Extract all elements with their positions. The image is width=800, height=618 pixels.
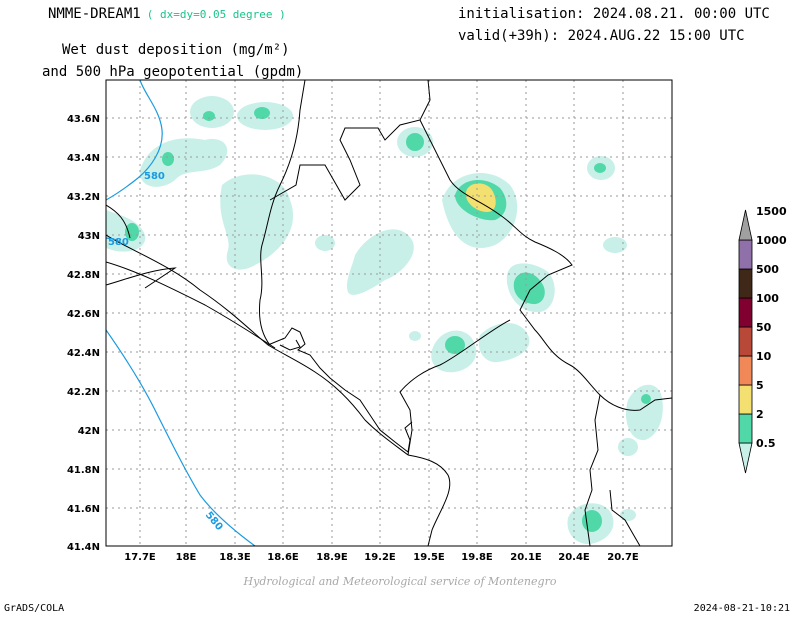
credit-line: Hydrological and Meteorological service … bbox=[243, 575, 557, 588]
svg-text:41.4N: 41.4N bbox=[67, 542, 100, 553]
resolution-note: ( dx=dy=0.05 degree ) bbox=[146, 8, 286, 21]
contour-label: 580 bbox=[108, 237, 129, 248]
svg-text:43N: 43N bbox=[78, 231, 100, 242]
svg-text:41.6N: 41.6N bbox=[67, 504, 100, 515]
longitude-labels: 17.7E 18E 18.3E 18.6E 18.9E 19.2E 19.5E … bbox=[124, 552, 639, 563]
svg-text:17.7E: 17.7E bbox=[124, 552, 156, 563]
legend-swatch bbox=[738, 355, 753, 386]
legend-label: 0.5 bbox=[756, 437, 776, 450]
svg-text:19.5E: 19.5E bbox=[413, 552, 445, 563]
svg-text:18.9E: 18.9E bbox=[316, 552, 348, 563]
svg-text:20.1E: 20.1E bbox=[510, 552, 542, 563]
legend-swatch bbox=[738, 326, 753, 357]
legend-label: 2 bbox=[756, 408, 764, 421]
svg-text:42.6N: 42.6N bbox=[67, 309, 100, 320]
svg-text:42.4N: 42.4N bbox=[67, 348, 100, 359]
latitude-labels: 43.6N 43.4N 43.2N 43N 42.8N 42.6N 42.4N … bbox=[67, 114, 100, 553]
legend-swatch bbox=[738, 442, 753, 474]
legend-label: 1000 bbox=[756, 234, 787, 247]
legend-label: 1500 bbox=[756, 205, 787, 218]
coastlines-and-borders bbox=[106, 80, 672, 546]
contour-label: 580 bbox=[144, 171, 165, 182]
svg-text:42.8N: 42.8N bbox=[67, 270, 100, 281]
svg-text:43.6N: 43.6N bbox=[67, 114, 100, 125]
graticule bbox=[106, 80, 672, 546]
color-legend: 0.5 2 5 10 50 100 500 1000 1500 bbox=[738, 205, 787, 474]
software-label: GrADS/COLA bbox=[4, 603, 65, 614]
dust-deposition-field bbox=[106, 96, 663, 545]
svg-text:19.8E: 19.8E bbox=[461, 552, 493, 563]
map-title-line2: and 500 hPa geopotential (gpdm) bbox=[42, 64, 304, 80]
svg-text:20.7E: 20.7E bbox=[607, 552, 639, 563]
legend-label: 10 bbox=[756, 350, 772, 363]
legend-label: 5 bbox=[756, 379, 764, 392]
valid-time: valid(+39h): 2024.AUG.22 15:00 UTC bbox=[458, 28, 745, 44]
legend-swatch bbox=[738, 239, 753, 270]
svg-text:42.2N: 42.2N bbox=[67, 387, 100, 398]
legend-swatch bbox=[738, 413, 753, 444]
legend-swatch bbox=[738, 268, 753, 299]
svg-text:18.6E: 18.6E bbox=[267, 552, 299, 563]
legend-label: 100 bbox=[756, 292, 779, 305]
model-title: NMME-DREAM1( dx=dy=0.05 degree ) bbox=[48, 6, 286, 22]
map-title-line1: Wet dust deposition (mg/m²) bbox=[62, 42, 290, 58]
geopotential-contours bbox=[106, 80, 256, 546]
svg-text:41.8N: 41.8N bbox=[67, 465, 100, 476]
legend-label: 50 bbox=[756, 321, 772, 334]
contour-label: 580 bbox=[203, 510, 225, 533]
generation-timestamp: 2024-08-21-10:21 bbox=[693, 603, 790, 614]
svg-text:43.4N: 43.4N bbox=[67, 153, 100, 164]
svg-text:43.2N: 43.2N bbox=[67, 192, 100, 203]
svg-text:20.4E: 20.4E bbox=[558, 552, 590, 563]
legend-label: 500 bbox=[756, 263, 779, 276]
svg-text:42N: 42N bbox=[78, 426, 100, 437]
svg-text:18.3E: 18.3E bbox=[219, 552, 251, 563]
svg-text:19.2E: 19.2E bbox=[364, 552, 396, 563]
legend-swatch bbox=[738, 297, 753, 328]
svg-text:18E: 18E bbox=[176, 552, 197, 563]
legend-swatch bbox=[738, 209, 753, 241]
map-frame bbox=[105, 79, 673, 547]
legend-swatch bbox=[738, 384, 753, 415]
initialisation-time: initialisation: 2024.08.21. 00:00 UTC bbox=[458, 6, 770, 22]
